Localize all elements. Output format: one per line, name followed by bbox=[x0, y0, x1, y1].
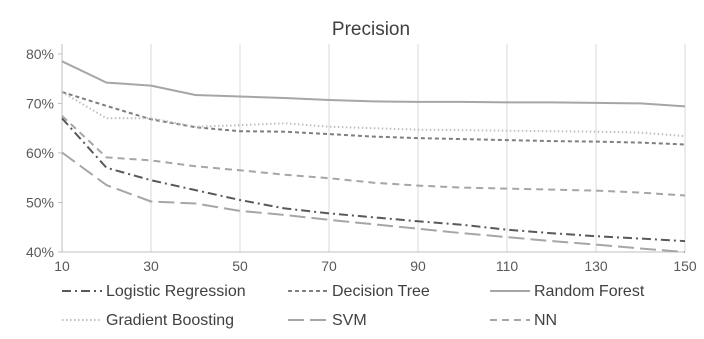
chart-title: Precision bbox=[332, 19, 410, 40]
x-tick-label: 110 bbox=[496, 258, 519, 274]
legend-label: Logistic Regression bbox=[106, 283, 246, 300]
y-tick-label: 70% bbox=[26, 95, 54, 111]
x-tick-label: 70 bbox=[321, 258, 337, 274]
series-line-decision-tree bbox=[61, 91, 686, 146]
y-tick-label: 60% bbox=[26, 145, 54, 161]
legend-label: Random Forest bbox=[534, 283, 645, 300]
x-axis-ticks: 10 30 50 70 90 110 130 150 bbox=[54, 258, 697, 274]
gridlines bbox=[61, 44, 686, 253]
series-line-nn bbox=[61, 115, 686, 197]
x-tick-label: 50 bbox=[232, 258, 248, 274]
y-axis-ticks: 40% 50% 60% 70% 80% bbox=[26, 46, 62, 260]
y-tick-label: 50% bbox=[26, 194, 54, 210]
series-line-random-forest bbox=[61, 60, 686, 108]
series-line-gradient-boosting bbox=[61, 91, 686, 138]
x-tick-label: 130 bbox=[584, 258, 608, 274]
legend-label: SVM bbox=[332, 312, 367, 329]
series-line-logistic-regression bbox=[61, 117, 686, 243]
legend-label: NN bbox=[534, 312, 557, 329]
x-tick-label: 90 bbox=[410, 258, 426, 274]
y-tick-label: 40% bbox=[26, 244, 54, 260]
series-lines bbox=[61, 60, 686, 253]
x-tick-label: 150 bbox=[673, 258, 697, 274]
legend: Logistic Regression Decision Tree Random F… bbox=[62, 283, 645, 329]
legend-label: Decision Tree bbox=[332, 283, 430, 300]
x-tick-label: 30 bbox=[143, 258, 159, 274]
y-tick-label: 80% bbox=[26, 46, 54, 62]
legend-label: Gradient Boosting bbox=[106, 312, 234, 329]
series-line-svm bbox=[61, 151, 686, 253]
x-tick-label: 10 bbox=[54, 258, 70, 274]
